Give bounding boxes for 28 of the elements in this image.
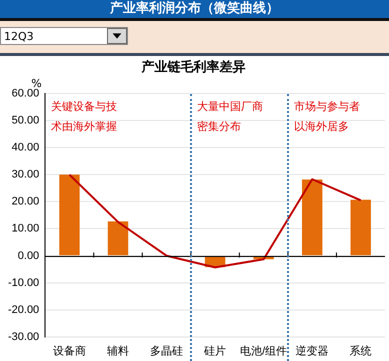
y-tick-label: -30.00 bbox=[8, 330, 40, 343]
bar bbox=[302, 180, 322, 256]
x-tick-label: 多晶硅 bbox=[150, 344, 184, 358]
x-tick-label: 逆变器 bbox=[296, 344, 329, 358]
x-tick-label: 设备商 bbox=[52, 344, 86, 358]
annotation: 大量中国厂商密集分布 bbox=[196, 100, 263, 134]
y-tick-label: 40.00 bbox=[12, 142, 40, 154]
x-tick-label: 电池/组件 bbox=[240, 344, 288, 358]
y-tick-label: 60.00 bbox=[12, 88, 40, 100]
chart-title: 产业链毛利率差异 bbox=[140, 59, 246, 76]
y-axis-title: % bbox=[31, 76, 42, 90]
x-tick-label: 系统 bbox=[350, 344, 372, 358]
annotation: 关键设备与技术由海外掌握 bbox=[51, 100, 118, 134]
y-tick-label: -10.00 bbox=[8, 276, 40, 289]
x-tick-label: 辅料 bbox=[107, 344, 130, 358]
text: 产业率利润分布（微笑曲线） bbox=[0, 0, 389, 21]
y-tick-label: 50.00 bbox=[12, 114, 40, 127]
bar bbox=[59, 174, 80, 256]
x-tick-label: 硅片 bbox=[203, 344, 226, 358]
annotation: 市场与参与者以海外居多 bbox=[294, 100, 360, 134]
y-tick-label: -20.00 bbox=[8, 304, 40, 316]
bar bbox=[108, 221, 128, 256]
y-tick-label: 10.00 bbox=[12, 222, 40, 235]
y-tick-label: 20.00 bbox=[12, 196, 40, 208]
text: 12Q3 bbox=[0, 27, 128, 45]
bar bbox=[350, 200, 371, 256]
y-tick-label: 30.00 bbox=[12, 168, 40, 181]
y-tick-label: 0.00 bbox=[18, 250, 40, 262]
